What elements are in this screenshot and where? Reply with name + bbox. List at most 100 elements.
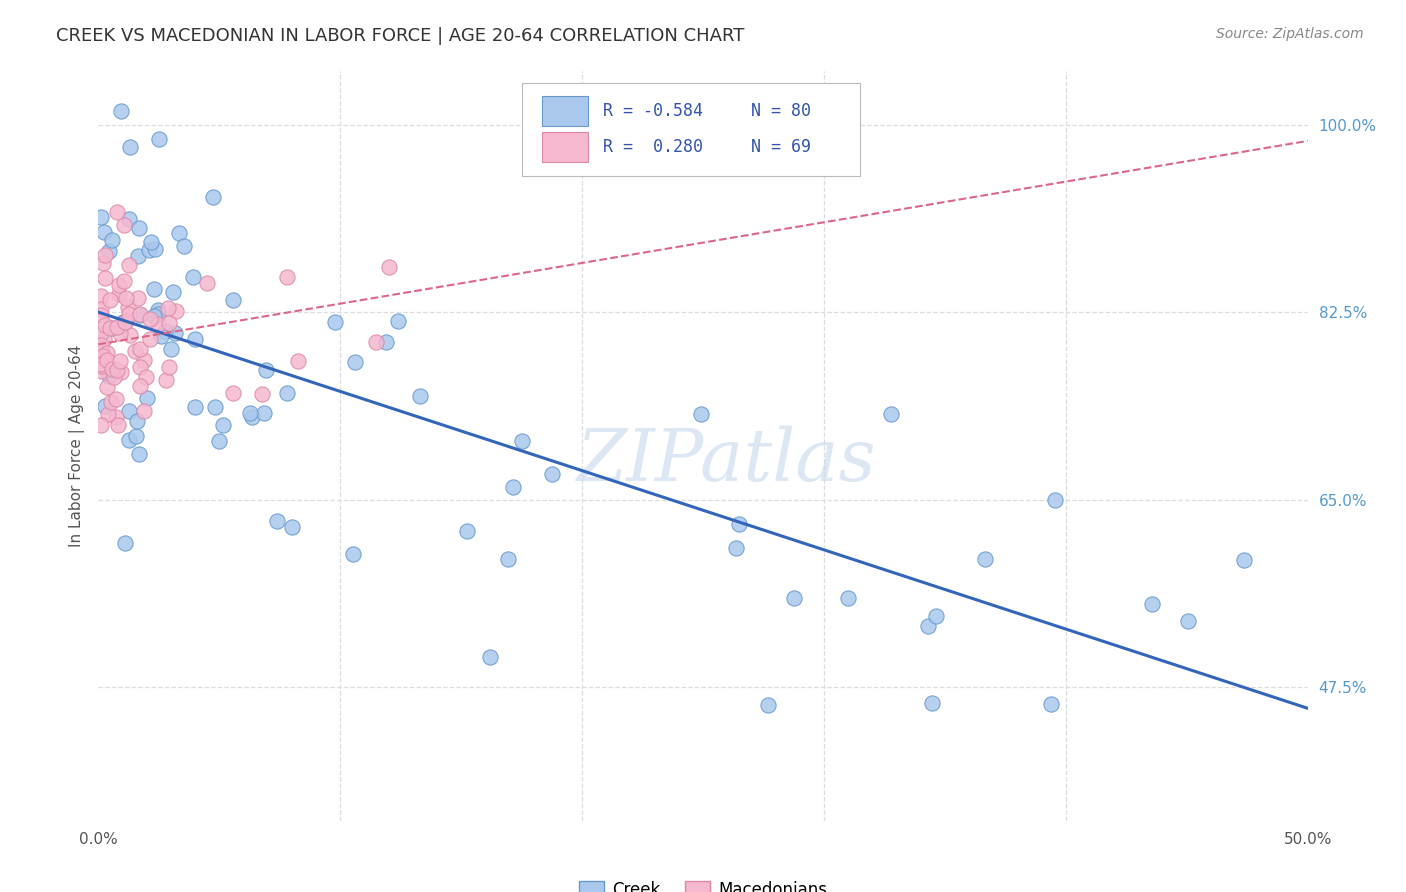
Point: [254, 363, 277, 377]
Point: [96, 346, 118, 360]
Point: [756, 698, 779, 712]
Point: [94, 270, 117, 285]
Point: [323, 315, 346, 329]
Point: [378, 260, 401, 274]
Bar: [543, 132, 588, 162]
Point: [90, 289, 112, 303]
Text: CREEK VS MACEDONIAN IN LABOR FORCE | AGE 20-64 CORRELATION CHART: CREEK VS MACEDONIAN IN LABOR FORCE | AGE…: [56, 27, 745, 45]
Point: [91, 359, 114, 373]
Point: [689, 407, 711, 421]
Point: [343, 355, 366, 369]
Legend: Creek, Macedonians: Creek, Macedonians: [572, 874, 834, 892]
Bar: [543, 96, 588, 126]
Point: [103, 369, 125, 384]
Point: [104, 392, 127, 406]
Point: [100, 361, 122, 376]
Point: [100, 394, 122, 409]
Text: N = 80: N = 80: [751, 102, 811, 120]
Point: [281, 520, 304, 534]
Point: [342, 548, 364, 562]
Point: [108, 326, 131, 340]
Point: [118, 327, 141, 342]
Point: [165, 326, 187, 340]
Point: [141, 235, 163, 249]
Point: [118, 404, 141, 418]
Point: [114, 536, 136, 550]
Point: [118, 307, 141, 321]
Point: [90, 357, 112, 371]
Point: [155, 373, 177, 387]
Point: [118, 258, 141, 272]
Point: [90, 343, 112, 357]
Point: [159, 342, 181, 356]
Point: [110, 365, 132, 379]
Text: R =  0.280: R = 0.280: [603, 138, 703, 156]
Point: [90, 301, 112, 316]
Point: [129, 359, 152, 374]
Point: [98, 244, 121, 259]
Point: [374, 334, 396, 349]
Point: [1177, 614, 1199, 628]
Point: [195, 277, 218, 291]
Point: [110, 354, 132, 368]
Point: [250, 386, 273, 401]
Point: [157, 317, 180, 331]
Point: [184, 400, 207, 414]
Point: [366, 334, 388, 349]
Point: [212, 418, 235, 433]
Point: [202, 190, 225, 204]
Point: [107, 417, 129, 432]
Text: R = -0.584: R = -0.584: [603, 102, 703, 120]
Point: [129, 307, 152, 321]
Point: [222, 385, 245, 400]
Point: [727, 516, 749, 531]
Point: [125, 429, 148, 443]
Point: [162, 285, 184, 300]
Point: [276, 270, 298, 285]
Point: [837, 591, 859, 605]
Point: [118, 433, 141, 447]
Point: [409, 389, 432, 403]
Point: [1233, 553, 1256, 567]
Point: [128, 221, 150, 235]
Point: [139, 332, 162, 346]
Point: [142, 282, 165, 296]
Point: [222, 293, 245, 307]
Point: [115, 291, 138, 305]
Point: [208, 434, 231, 449]
Point: [157, 301, 180, 316]
Point: [114, 219, 136, 233]
Point: [502, 480, 524, 494]
Point: [165, 303, 187, 318]
Point: [143, 309, 166, 323]
Text: N = 69: N = 69: [751, 138, 811, 156]
Point: [128, 447, 150, 461]
Point: [107, 363, 129, 377]
Point: [118, 211, 141, 226]
Point: [132, 352, 155, 367]
Point: [496, 551, 519, 566]
Point: [90, 338, 112, 352]
Point: [149, 329, 172, 343]
Point: [253, 406, 276, 420]
Point: [880, 407, 903, 421]
FancyBboxPatch shape: [522, 83, 860, 177]
Point: [921, 696, 943, 710]
Point: [110, 103, 132, 118]
Point: [117, 301, 139, 315]
Point: [287, 354, 309, 368]
Point: [239, 406, 262, 420]
Point: [93, 332, 115, 346]
Point: [112, 274, 135, 288]
Point: [127, 249, 149, 263]
Point: [94, 400, 117, 414]
Point: [105, 410, 128, 425]
Point: [124, 343, 146, 358]
Point: [266, 515, 288, 529]
Point: [129, 342, 152, 356]
Point: [108, 287, 131, 301]
Point: [143, 242, 166, 256]
Point: [96, 380, 118, 394]
Point: [91, 349, 114, 363]
Point: [127, 414, 149, 428]
